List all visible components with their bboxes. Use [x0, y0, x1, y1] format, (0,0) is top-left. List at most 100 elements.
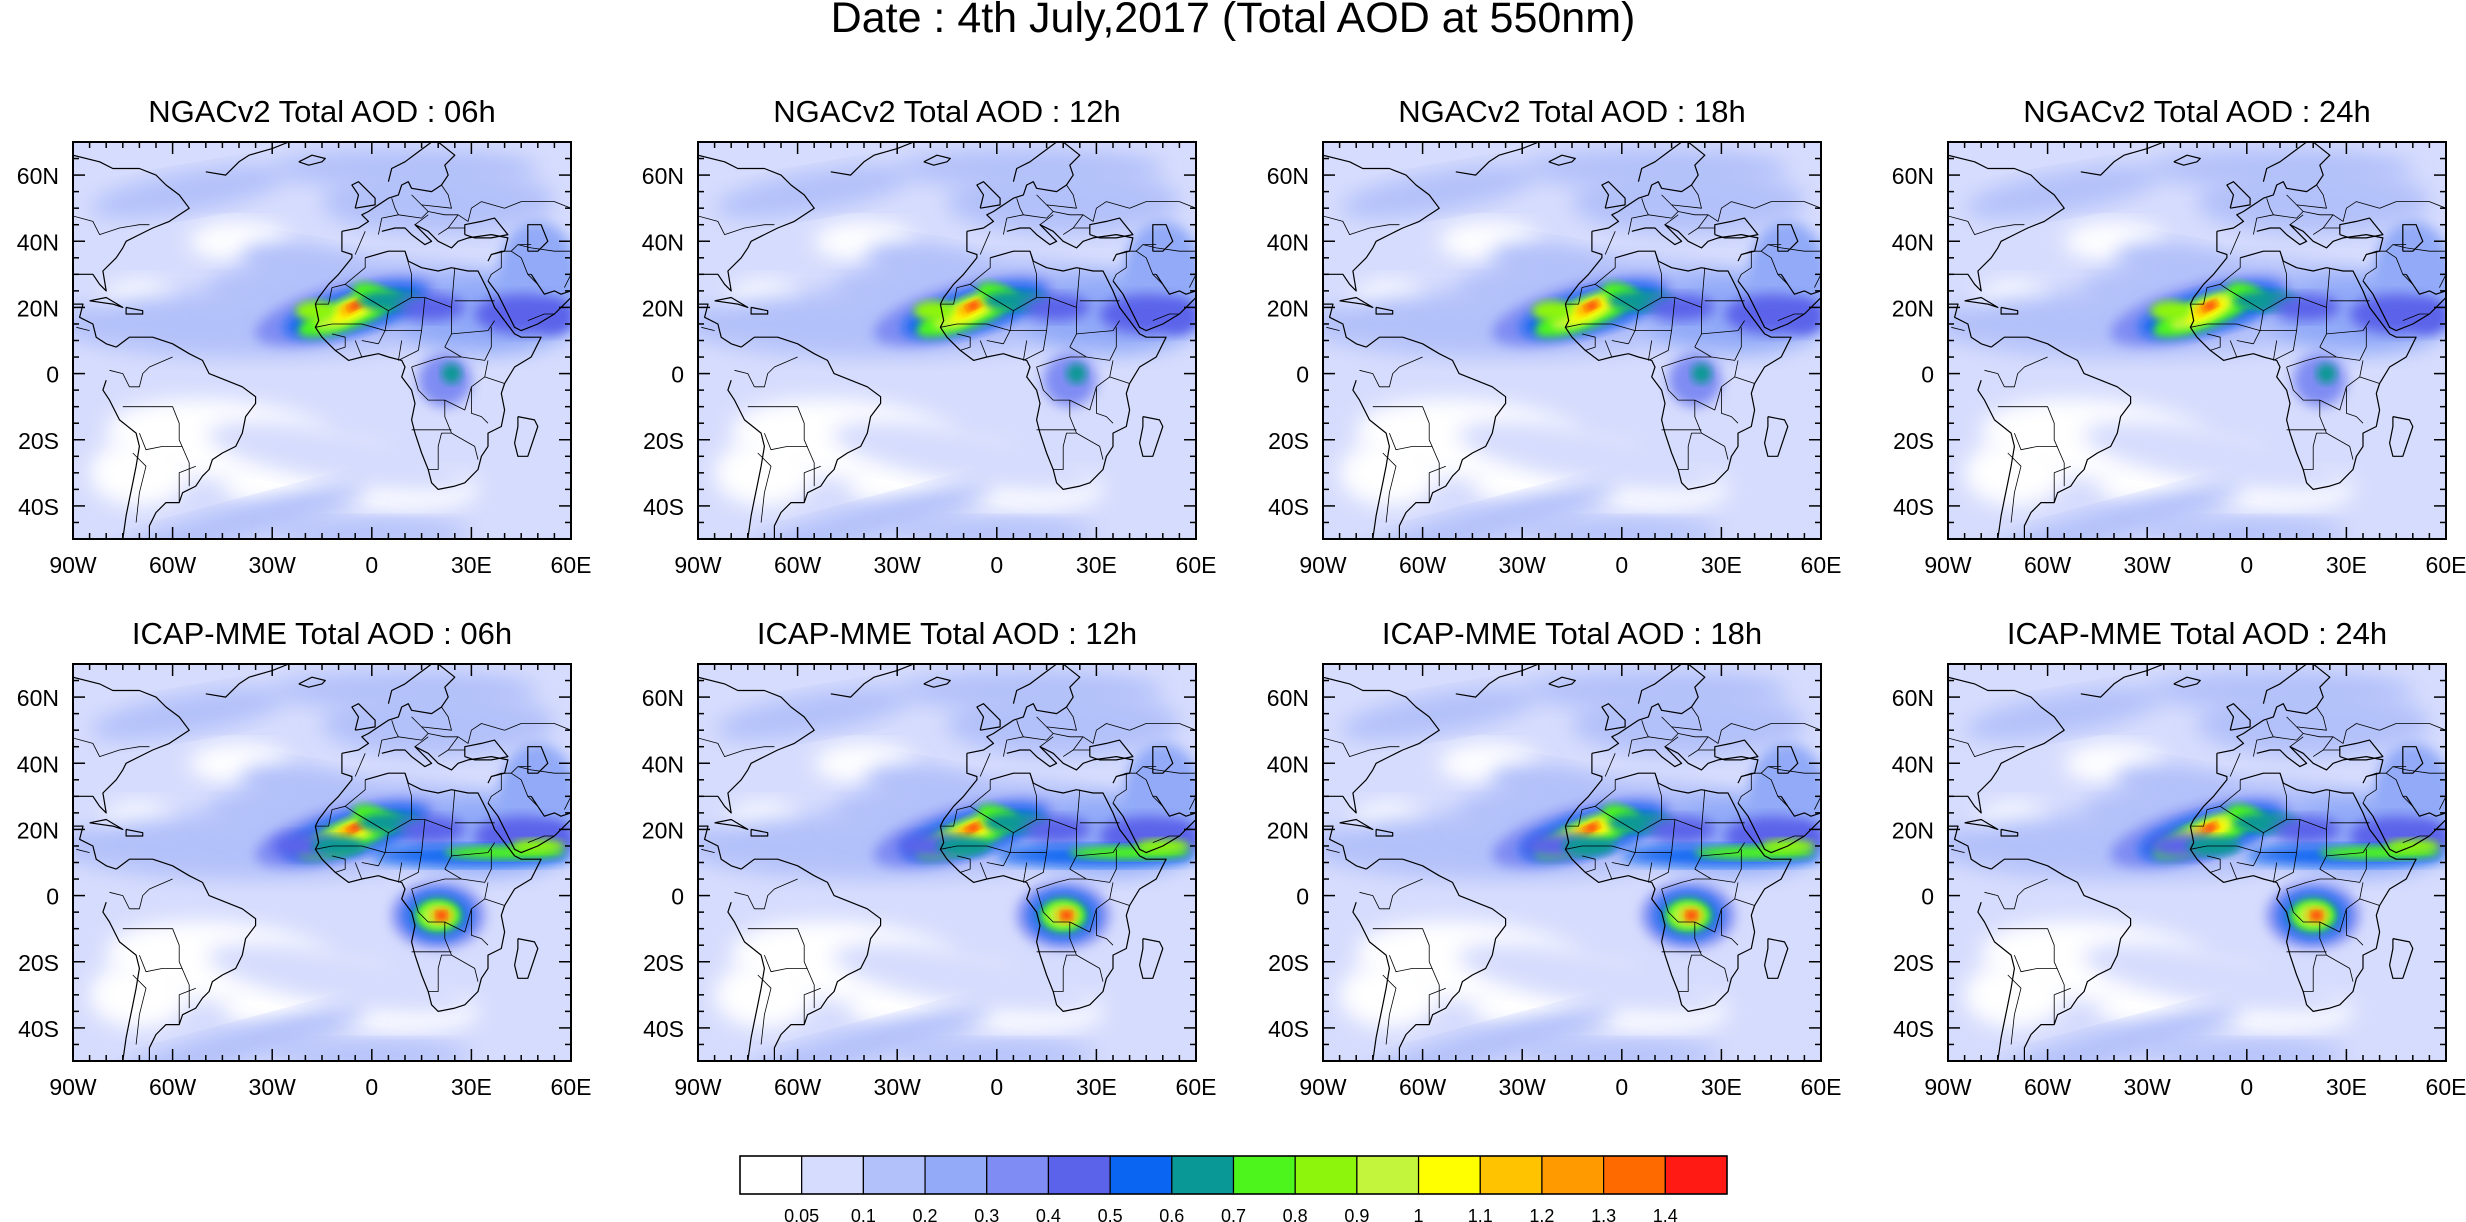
country-border	[361, 340, 379, 345]
coastline	[530, 273, 571, 295]
country-border	[1648, 862, 1653, 883]
country-border	[608, 786, 674, 809]
country-border	[451, 267, 456, 308]
country-border	[1428, 987, 1446, 1025]
country-border	[564, 251, 571, 288]
country-border	[139, 432, 183, 451]
country-border	[1036, 356, 1087, 368]
country-border	[388, 773, 412, 834]
country-border	[1382, 974, 1397, 1045]
lon-tick-label: 30W	[249, 1074, 297, 1100]
country-border	[73, 737, 150, 757]
coastline	[115, 858, 257, 1061]
country-border	[2326, 320, 2370, 335]
aod-clean-region	[1339, 439, 1440, 506]
country-border	[315, 283, 389, 331]
aod-field	[73, 142, 571, 539]
country-border	[2206, 855, 2221, 873]
aod-plume	[1457, 421, 1720, 492]
coastline	[2256, 746, 2384, 784]
country-border	[76, 848, 90, 853]
country-border	[1951, 326, 1965, 331]
coastline	[2262, 664, 2307, 704]
lat-tick-label: 40N	[1267, 229, 1309, 255]
country-border	[698, 215, 775, 235]
lat-tick-label: 40S	[1893, 1016, 1934, 1042]
country-border	[2296, 706, 2327, 731]
country-border	[331, 855, 346, 873]
country-border	[1109, 898, 1130, 906]
aod-plume	[864, 764, 996, 816]
aod-field	[1948, 142, 2446, 539]
lat-tick-label: 40N	[17, 229, 59, 255]
colorbar-box	[1171, 1155, 1235, 1195]
country-border	[1948, 737, 2025, 757]
aod-clean-region	[89, 961, 190, 1028]
lat-tick-label: 40S	[18, 494, 59, 520]
lon-tick-label: 30W	[2124, 1074, 2172, 1100]
lat-tick-label: 40N	[642, 751, 684, 777]
country-border	[1671, 184, 1702, 209]
aod-clean-region	[714, 961, 815, 1028]
country-border	[2286, 366, 2347, 411]
lon-tick-label: 30W	[1499, 552, 1547, 578]
lat-tick-label: 0	[1296, 884, 1309, 910]
country-border	[2253, 330, 2261, 344]
colorbar-label: 0.7	[1221, 1206, 1246, 1222]
lat-tick-label: 0	[1921, 884, 1934, 910]
colorbar-box	[1479, 1155, 1543, 1195]
country-border	[2296, 184, 2327, 209]
coastline	[125, 306, 144, 315]
country-border	[1581, 855, 1596, 873]
lon-tick-label: 60E	[1176, 1074, 1217, 1100]
country-border	[1697, 736, 1709, 751]
country-border	[1721, 386, 1739, 424]
country-border	[484, 898, 505, 906]
aod-plume	[1648, 294, 1715, 321]
country-border	[2346, 908, 2364, 946]
country-border	[517, 766, 571, 774]
coastline	[1948, 676, 2065, 814]
lon-tick-label: 0	[2240, 552, 2253, 578]
aod-plume	[272, 148, 538, 189]
aod-plume	[398, 816, 465, 843]
coastline	[2226, 181, 2251, 209]
aod-plume	[967, 301, 980, 310]
colorbar-box	[1356, 1155, 1420, 1195]
country-border	[451, 789, 456, 830]
country-border	[1814, 251, 1821, 288]
coastline	[1455, 664, 1540, 698]
country-border	[471, 386, 489, 424]
country-border	[1734, 898, 1755, 906]
colorbar-label: 0.6	[1159, 1206, 1184, 1222]
coastline	[1375, 306, 1394, 315]
country-border	[517, 244, 571, 252]
colorbar-box	[1047, 1155, 1111, 1195]
country-border	[2229, 340, 2238, 358]
aod-plume	[2273, 294, 2340, 321]
country-border	[979, 753, 991, 777]
coastline	[1990, 858, 2132, 1061]
country-border	[1096, 908, 1114, 946]
lon-tick-label: 60W	[2024, 552, 2072, 578]
colorbar-box	[1294, 1155, 1358, 1195]
country-border	[1116, 250, 1157, 275]
country-border	[956, 855, 971, 873]
aod-plume	[534, 300, 571, 334]
coastline	[1948, 154, 2065, 292]
lon-tick-label: 90W	[1924, 552, 1972, 578]
country-border	[2053, 987, 2071, 1025]
coastline	[89, 296, 124, 308]
country-border	[2253, 852, 2261, 866]
coastline	[89, 818, 124, 830]
colorbar-label: 1.3	[1591, 1206, 1616, 1222]
coastline	[1089, 217, 1134, 239]
country-border	[1767, 766, 1821, 774]
coastline	[1601, 703, 1626, 731]
lon-tick-label: 90W	[49, 552, 97, 578]
lat-tick-label: 60N	[17, 163, 59, 189]
country-border	[754, 878, 798, 910]
lat-tick-label: 40N	[1892, 229, 1934, 255]
panel-title: NGACv2 Total AOD : 06h	[148, 94, 495, 129]
aod-plume	[2082, 421, 2345, 492]
